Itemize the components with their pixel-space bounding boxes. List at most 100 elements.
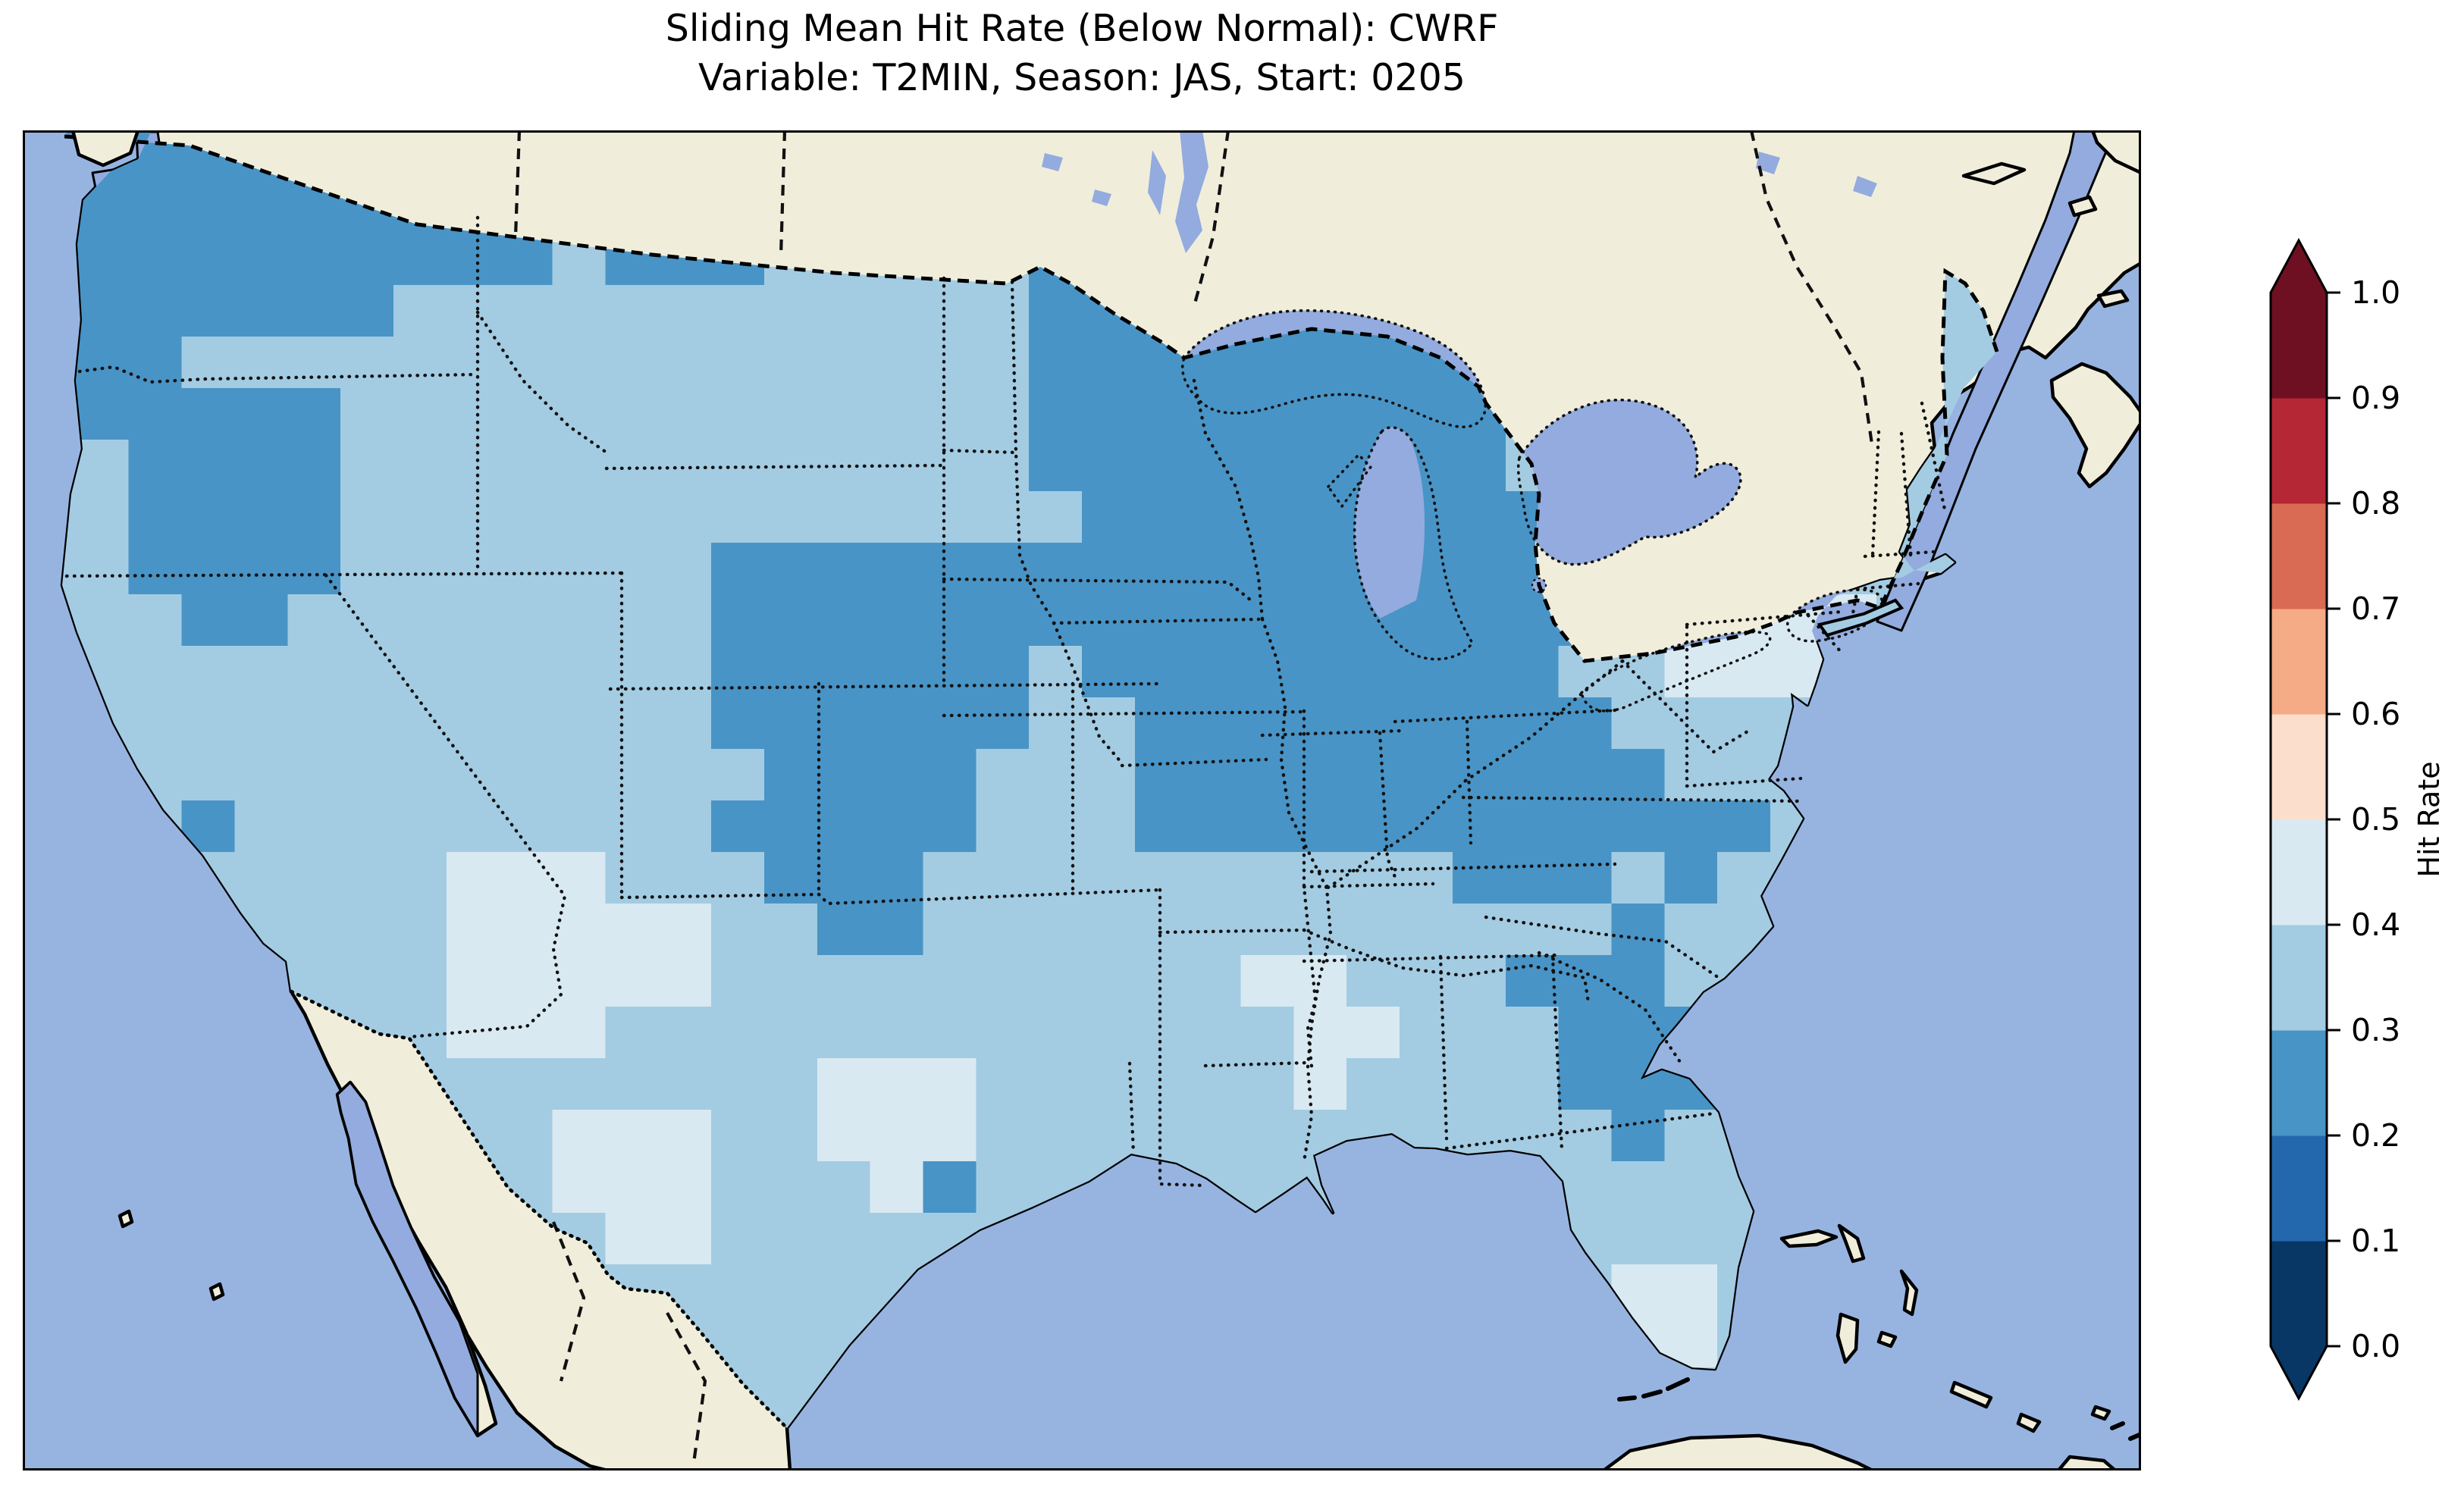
grid-cell — [605, 749, 659, 801]
grid-cell — [1664, 749, 1718, 801]
grid-cell — [1134, 543, 1189, 595]
grid-cell — [1082, 800, 1136, 853]
grid-cell — [446, 904, 500, 956]
grid-cell — [658, 1058, 712, 1110]
grid-cell — [1558, 697, 1612, 750]
grid-cell — [1187, 1110, 1242, 1162]
grid-cell — [923, 646, 977, 698]
map-axes — [23, 130, 2141, 1471]
grid-cell — [976, 388, 1030, 440]
grid-cell — [552, 749, 606, 801]
colorbar-tick-label: 1.0 — [2351, 274, 2400, 311]
grid-cell — [1400, 749, 1453, 801]
grid-cell — [181, 233, 235, 286]
grid-cell — [1240, 749, 1294, 801]
grid-cell — [923, 285, 977, 337]
grid-cell — [340, 285, 394, 337]
grid-cell — [763, 491, 818, 543]
grid-cell — [711, 904, 765, 956]
grid-cell — [605, 1007, 659, 1059]
canadian-lake — [1175, 130, 1208, 253]
grid-cell — [499, 955, 553, 1007]
grid-cell — [446, 1058, 500, 1110]
grid-cell — [340, 697, 394, 750]
grid-cell — [1505, 955, 1560, 1007]
grid-cell — [976, 646, 1030, 698]
grid-cell — [1134, 800, 1189, 853]
state-border-line — [1870, 430, 1881, 557]
grid-cell — [446, 440, 500, 492]
state-border-line — [1855, 581, 1920, 591]
grid-cell — [976, 697, 1030, 750]
grid-cell — [1187, 697, 1242, 750]
grid-cell — [763, 337, 818, 389]
grid-cell — [711, 337, 765, 389]
state-border-line — [619, 888, 1162, 906]
grid-cell — [1082, 852, 1136, 904]
grid-cell — [1029, 800, 1083, 853]
grid-cell — [1187, 543, 1242, 595]
grid-cell — [234, 646, 288, 698]
grid-cell — [1240, 697, 1294, 750]
state-border-line — [942, 577, 1253, 603]
grid-cell — [234, 440, 288, 492]
grid-cell — [234, 800, 288, 853]
grid-cell — [1400, 388, 1453, 440]
grid-cell — [499, 440, 553, 492]
grid-cell — [1400, 852, 1453, 904]
grid-cell — [287, 646, 341, 698]
grid-cell — [1400, 904, 1453, 956]
canadian-lake — [1148, 150, 1166, 215]
grid-cell — [75, 337, 130, 389]
long-island — [1817, 598, 1904, 637]
grid-cell — [658, 1110, 712, 1162]
grid-cell — [976, 594, 1030, 647]
grid-cell — [1029, 1007, 1083, 1059]
grid-cell — [1505, 800, 1560, 853]
grid-cell — [1346, 646, 1400, 698]
grid-cell — [499, 594, 553, 647]
grid-cell — [234, 852, 288, 904]
grid-cell — [1240, 1110, 1294, 1162]
grid-cell — [976, 337, 1030, 389]
grid-cell — [234, 182, 288, 234]
grid-cell — [446, 955, 500, 1007]
grid-cell — [605, 388, 659, 440]
grid-cell — [552, 955, 606, 1007]
grid-cell — [1611, 1110, 1665, 1162]
grid-cell — [817, 1058, 871, 1110]
grid-cell — [128, 233, 183, 286]
colorbar-tick-label: 0.2 — [2351, 1117, 2400, 1154]
grid-cell — [287, 904, 341, 956]
state-border-line — [1158, 888, 1208, 1188]
grid-cell — [1082, 337, 1136, 389]
state-border-line — [1465, 719, 1473, 845]
grid-cell — [605, 1161, 659, 1214]
grid-cell — [817, 1161, 871, 1214]
grid-cell — [552, 491, 606, 543]
canadian-lake — [1853, 176, 1877, 197]
grid-cell — [1082, 904, 1136, 956]
grid-cell — [1611, 904, 1665, 956]
grid-cell — [393, 285, 447, 337]
state-border-line — [1393, 708, 1617, 724]
grid-cell — [1293, 543, 1347, 595]
lake-outline — [1353, 426, 1475, 661]
grid-cell — [340, 543, 394, 595]
grid-cell — [1240, 337, 1294, 389]
grid-cell — [763, 697, 818, 750]
grid-cell — [711, 388, 765, 440]
grid-cell — [763, 594, 818, 647]
grid-cell — [1134, 440, 1189, 492]
grid-cell — [499, 388, 553, 440]
grid-cell — [552, 1058, 606, 1110]
grid-cell — [287, 543, 341, 595]
grid-cell — [923, 955, 977, 1007]
grid-cell — [287, 697, 341, 750]
state-border-line — [1260, 728, 1405, 738]
grid-cell — [1134, 904, 1189, 956]
colorbar: 0.0 0.1 0.2 0.3 0.4 0.5 0.6 0.7 0.8 0.9 1.0 Hit Rat… — [2269, 237, 2446, 1402]
grid-cell — [1505, 1007, 1560, 1059]
grid-cell — [1400, 800, 1453, 853]
colorbar-segment — [2271, 1241, 2327, 1347]
